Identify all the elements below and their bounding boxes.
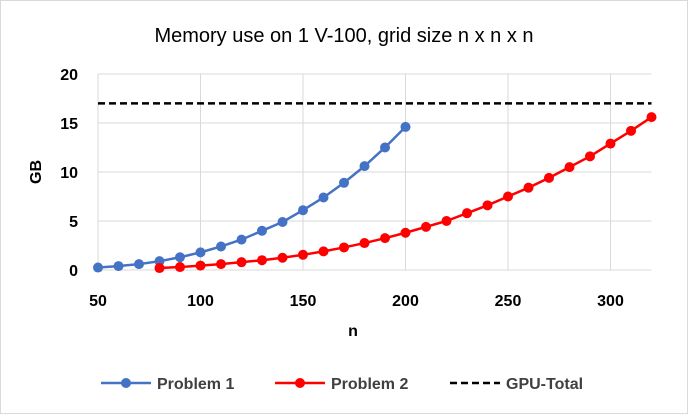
series-line-problem-1 (97, 126, 407, 269)
data-point-problem-1 (277, 216, 288, 227)
data-point-problem-2 (585, 151, 595, 162)
x-tick-label: 100 (187, 293, 214, 310)
data-point-problem-2 (400, 227, 411, 238)
y-tick-label: 20 (60, 67, 78, 84)
data-point-problem-1 (380, 142, 390, 153)
legend-label-problem-1: Problem 1 (157, 376, 234, 393)
data-point-problem-1 (257, 225, 267, 236)
data-point-problem-2 (236, 257, 247, 268)
y-tick-label: 15 (60, 116, 78, 133)
x-axis-label: n (348, 323, 358, 340)
y-axis-label: GB (28, 160, 45, 184)
data-point-problem-2 (626, 125, 636, 136)
data-point-problem-2 (175, 262, 185, 273)
data-point-problem-2 (605, 138, 616, 149)
data-point-problem-1 (154, 256, 165, 267)
data-point-problem-1 (236, 234, 247, 245)
x-tick-label: 300 (597, 293, 624, 310)
data-point-problem-2 (503, 191, 513, 202)
data-point-problem-2 (380, 233, 390, 244)
data-point-problem-2 (318, 246, 329, 257)
data-point-problem-2 (523, 182, 534, 193)
data-point-problem-2 (277, 252, 288, 263)
data-point-problem-1 (134, 259, 144, 270)
legend-label-problem-2: Problem 2 (331, 376, 408, 393)
data-point-problem-1 (93, 262, 103, 273)
data-point-problem-2 (462, 208, 472, 219)
data-point-problem-1 (298, 205, 308, 216)
data-point-problem-1 (318, 192, 329, 203)
chart-title: Memory use on 1 V-100, grid size n x n x… (154, 25, 533, 47)
data-point-problem-2 (646, 112, 657, 123)
data-point-problem-2 (257, 255, 267, 266)
data-point-problem-2 (564, 162, 575, 173)
data-point-problem-2 (441, 216, 452, 226)
legend-marker-problem-2 (295, 378, 305, 388)
data-point-problem-2 (298, 249, 308, 260)
y-tick-label: 0 (69, 263, 78, 280)
data-point-problem-1 (175, 252, 185, 263)
data-point-problem-2 (421, 221, 431, 232)
data-point-problem-1 (359, 161, 370, 172)
x-tick-label: 50 (89, 293, 107, 310)
data-point-problem-2 (544, 172, 554, 183)
data-point-problem-2 (195, 260, 206, 271)
data-point-problem-1 (339, 177, 349, 188)
data-point-problem-1 (400, 121, 411, 132)
data-point-problem-2 (339, 242, 349, 253)
x-tick-label: 150 (290, 293, 317, 310)
data-point-problem-1 (216, 241, 226, 252)
legend-label-gpu-total: GPU-Total (506, 376, 583, 393)
data-point-problem-2 (216, 259, 226, 270)
data-point-problem-2 (359, 238, 370, 249)
data-point-problem-2 (482, 200, 493, 211)
data-point-problem-2 (154, 263, 165, 274)
data-point-problem-1 (195, 247, 206, 258)
data-point-problem-1 (113, 261, 124, 272)
y-tick-label: 5 (69, 214, 78, 231)
x-tick-label: 200 (392, 293, 419, 310)
y-tick-label: 10 (60, 165, 78, 182)
legend-marker-problem-1 (121, 378, 131, 388)
x-tick-label: 250 (495, 293, 522, 310)
